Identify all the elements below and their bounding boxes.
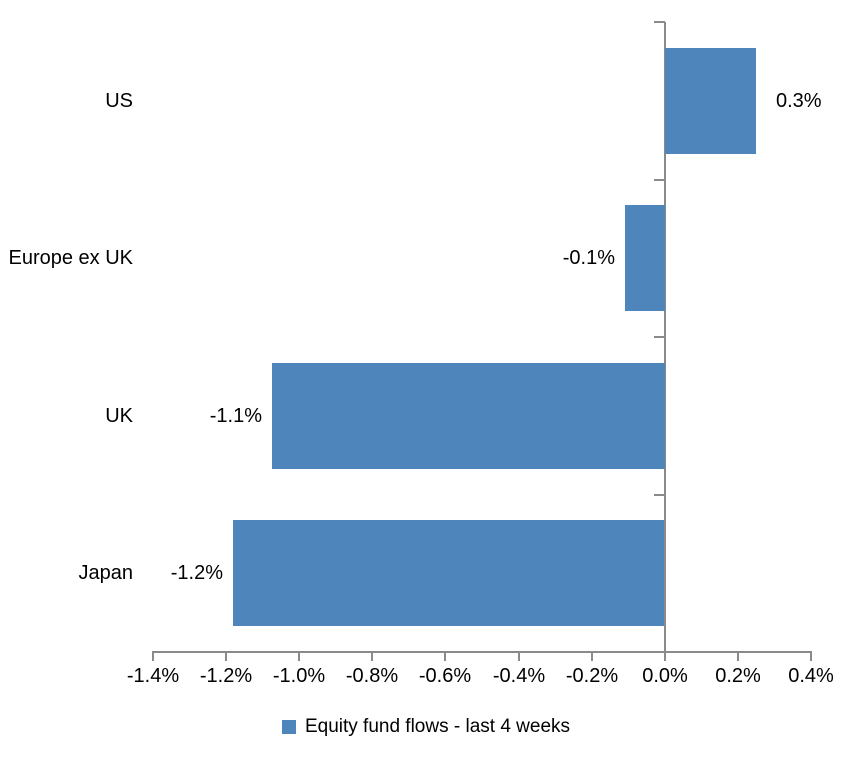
x-axis-tick [737, 652, 739, 661]
x-tick-label: 0.0% [642, 665, 688, 687]
x-axis-tick [371, 652, 373, 661]
category-boundary-tick [654, 494, 665, 496]
bar-uk [272, 363, 665, 469]
x-tick-label: -0.8% [345, 665, 399, 687]
category-boundary-tick [654, 336, 665, 338]
y-axis-line [664, 22, 666, 661]
x-axis-tick [152, 652, 154, 661]
category-boundary-tick [654, 21, 665, 23]
category-label: US [105, 90, 133, 112]
legend-swatch-icon [281, 720, 296, 734]
x-axis-tick [664, 652, 666, 661]
x-axis-tick [518, 652, 520, 661]
x-tick-label: -0.6% [418, 665, 472, 687]
x-axis-line [152, 651, 812, 653]
category-label: Europe ex UK [8, 247, 133, 269]
x-axis-tick [810, 652, 812, 661]
legend: Equity fund flows - last 4 weeks [0, 713, 852, 741]
x-tick-label: -0.4% [492, 665, 546, 687]
category-boundary-tick [654, 179, 665, 181]
value-label: 0.3% [776, 90, 822, 112]
category-label: Japan [78, 562, 134, 584]
x-tick-label: 0.4% [788, 665, 834, 687]
x-axis-tick [444, 652, 446, 661]
x-tick-label: -0.2% [565, 665, 619, 687]
x-tick-label: -1.4% [126, 665, 180, 687]
x-axis-tick [298, 652, 300, 661]
bar-us [665, 48, 756, 154]
bar-japan [233, 520, 664, 626]
x-tick-label: -1.2% [199, 665, 253, 687]
value-label: -1.2% [170, 562, 223, 584]
x-tick-label: 0.2% [715, 665, 761, 687]
category-label: UK [105, 405, 133, 427]
value-label: -0.1% [562, 247, 615, 269]
category-boundary-tick [654, 651, 665, 653]
x-tick-label: -1.0% [272, 665, 326, 687]
x-axis-tick [225, 652, 227, 661]
legend-label: Equity fund flows - last 4 weeks [304, 716, 571, 737]
value-label: -1.1% [209, 405, 262, 427]
x-axis-tick [591, 652, 593, 661]
bar-europe-ex-uk [625, 205, 665, 311]
